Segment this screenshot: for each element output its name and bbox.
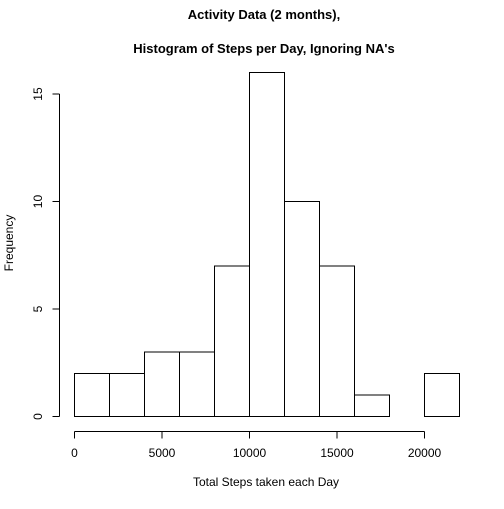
x-axis-label: Total Steps taken each Day xyxy=(193,475,339,489)
histogram-bar xyxy=(144,351,180,417)
histogram-bar xyxy=(74,373,110,417)
histogram-bar xyxy=(249,72,285,417)
histogram-bar xyxy=(179,351,215,417)
histogram-bar xyxy=(109,373,145,417)
bars-group xyxy=(74,72,460,417)
y-axis: 0 5 10 15 xyxy=(31,87,60,420)
histogram-bar xyxy=(424,373,460,417)
histogram-bar xyxy=(214,265,250,417)
y-axis-label: Frequency xyxy=(2,215,16,272)
x-tick-label: 15000 xyxy=(320,446,354,460)
chart-title-line-2: Histogram of Steps per Day, Ignoring NA'… xyxy=(133,41,394,56)
y-tick-label: 5 xyxy=(31,305,45,312)
y-tick-label: 15 xyxy=(31,87,45,101)
x-axis: 0 5000 10000 15000 20000 xyxy=(71,431,442,460)
x-tick-label: 5000 xyxy=(149,446,176,460)
x-tick-label: 10000 xyxy=(233,446,267,460)
y-tick-label: 0 xyxy=(31,413,45,420)
x-tick-label: 20000 xyxy=(408,446,442,460)
histogram-bar xyxy=(354,394,390,417)
y-tick-label: 10 xyxy=(31,195,45,209)
x-tick-label: 0 xyxy=(71,446,78,460)
histogram-bar xyxy=(284,201,320,417)
chart-title-line-1: Activity Data (2 months), xyxy=(188,7,340,22)
histogram-bar xyxy=(319,265,355,417)
